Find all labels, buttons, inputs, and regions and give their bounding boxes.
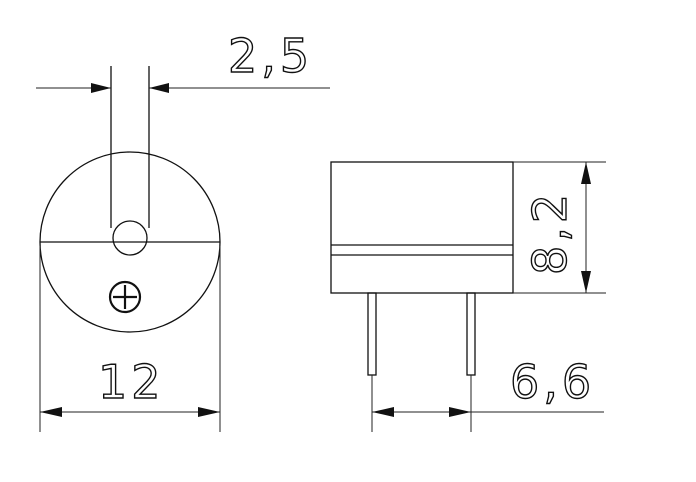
lead-slot — [110, 66, 150, 228]
side-view — [330, 161, 514, 376]
dim-pin-spacing-label: 6,6 — [510, 355, 595, 409]
dim-diameter-label: 12 — [98, 355, 165, 409]
lead-hole — [112, 220, 148, 256]
dim-height: 8,2 — [513, 161, 606, 294]
dim-pin-spacing: 6,6 — [371, 354, 604, 432]
side-view-body — [330, 161, 514, 294]
plus-in-circle-icon — [108, 280, 142, 314]
dim-diameter: 12 — [39, 246, 221, 432]
pin-left — [367, 292, 377, 376]
top-view — [39, 66, 221, 333]
dim-lead-width-label: 2,5 — [228, 29, 313, 83]
dim-lead-width: 2,5 — [36, 28, 330, 93]
pin-right — [466, 292, 476, 376]
dim-height-label: 8,2 — [523, 190, 577, 275]
